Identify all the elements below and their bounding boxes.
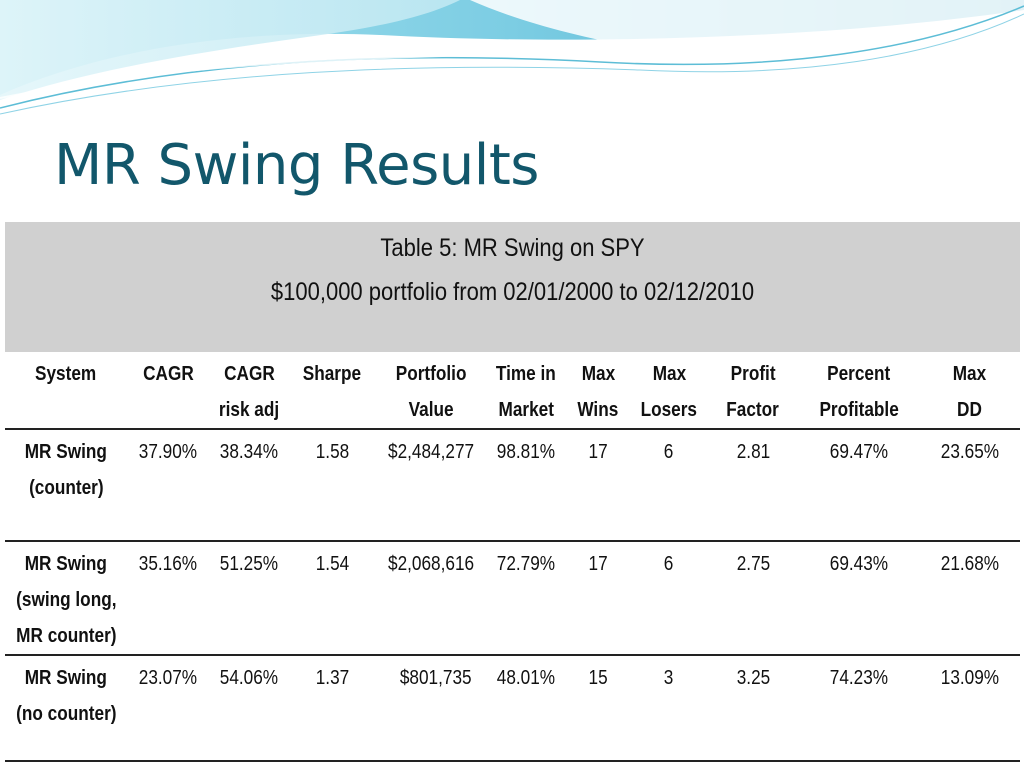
cell-max-wins: 17 xyxy=(565,429,631,542)
cell-cagr: 37.90% xyxy=(127,429,209,542)
cell-portfolio-value: $2,484,277 xyxy=(375,429,487,542)
cell-max-wins: 15 xyxy=(565,655,631,762)
cell-system: MR Swing (swing long, MR counter) xyxy=(5,541,127,656)
cell-max-losers: 3 xyxy=(631,655,707,762)
table-row: MR Swing (counter) 37.90% 38.34% 1.58 $2,… xyxy=(5,429,1020,542)
cell-percent-profitable: 69.47% xyxy=(799,429,919,542)
header-max-wins: Max Wins xyxy=(565,352,631,430)
header-cagr-risk-adj: CAGR risk adj xyxy=(209,352,289,430)
cell-max-wins: 17 xyxy=(565,541,631,656)
table-caption-title: Table 5: MR Swing on SPY xyxy=(380,234,645,262)
cell-profit-factor: 2.75 xyxy=(707,541,799,656)
header-portfolio-value: Portfolio Value xyxy=(375,352,487,430)
table-caption-subtitle: $100,000 portfolio from 02/01/2000 to 02… xyxy=(270,278,755,306)
cell-cagr-risk-adj: 51.25% xyxy=(209,541,289,656)
header-profit-factor: Profit Factor xyxy=(707,352,799,430)
table-header-row: System CAGR CAGR risk adj Sharpe Portfoli… xyxy=(5,352,1020,430)
cell-sharpe: 1.37 xyxy=(289,655,375,762)
cell-percent-profitable: 74.23% xyxy=(799,655,919,762)
cell-system: MR Swing (no counter) xyxy=(5,655,127,762)
header-wave-decoration xyxy=(0,0,1024,115)
results-table: System CAGR CAGR risk adj Sharpe Portfoli… xyxy=(5,352,1020,762)
cell-portfolio-value: $2,068,616 xyxy=(375,541,487,656)
table-caption: Table 5: MR Swing on SPY $100,000 portfo… xyxy=(5,222,1020,352)
header-cagr: CAGR xyxy=(127,352,209,430)
slide-title: MR Swing Results xyxy=(54,133,539,198)
cell-portfolio-value: $801,735 xyxy=(375,655,487,762)
results-table-container: Table 5: MR Swing on SPY $100,000 portfo… xyxy=(5,222,1020,762)
header-percent-profitable: Percent Profitable xyxy=(799,352,919,430)
cell-cagr: 35.16% xyxy=(127,541,209,656)
cell-sharpe: 1.54 xyxy=(289,541,375,656)
cell-sharpe: 1.58 xyxy=(289,429,375,542)
cell-max-losers: 6 xyxy=(631,541,707,656)
cell-time-in-market: 72.79% xyxy=(487,541,565,656)
table-row: MR Swing (no counter) 23.07% 54.06% 1.37 … xyxy=(5,655,1020,762)
header-time-in-market: Time in Market xyxy=(487,352,565,430)
cell-cagr-risk-adj: 54.06% xyxy=(209,655,289,762)
table-row: MR Swing (swing long, MR counter) 35.16% 5… xyxy=(5,541,1020,656)
header-max-losers: Max Losers xyxy=(631,352,707,430)
header-sharpe: Sharpe xyxy=(289,352,375,430)
cell-cagr: 23.07% xyxy=(127,655,209,762)
cell-cagr-risk-adj: 38.34% xyxy=(209,429,289,542)
cell-profit-factor: 3.25 xyxy=(707,655,799,762)
cell-time-in-market: 98.81% xyxy=(487,429,565,542)
cell-max-dd: 21.68% xyxy=(919,541,1020,656)
cell-time-in-market: 48.01% xyxy=(487,655,565,762)
cell-max-dd: 13.09% xyxy=(919,655,1020,762)
cell-profit-factor: 2.81 xyxy=(707,429,799,542)
header-system: System xyxy=(5,352,127,430)
cell-max-dd: 23.65% xyxy=(919,429,1020,542)
cell-percent-profitable: 69.43% xyxy=(799,541,919,656)
header-max-dd: Max DD xyxy=(919,352,1020,430)
cell-max-losers: 6 xyxy=(631,429,707,542)
cell-system: MR Swing (counter) xyxy=(5,429,127,542)
